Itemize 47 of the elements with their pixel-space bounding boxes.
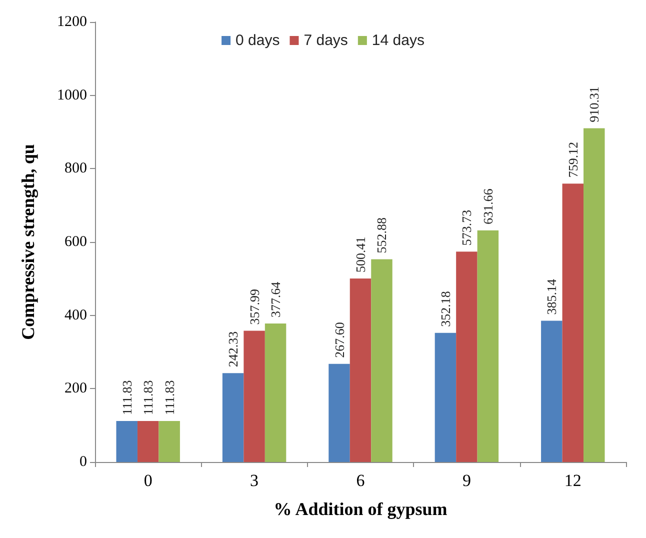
y-tick-label: 0: [80, 454, 87, 470]
x-tick-label: 3: [250, 471, 259, 490]
data-label: 385.14: [544, 278, 560, 315]
y-tick-label: 1000: [57, 87, 87, 104]
data-label: 552.88: [374, 218, 390, 254]
bar: [584, 128, 605, 462]
data-label: 352.18: [438, 291, 453, 327]
bar: [116, 420, 138, 462]
data-label: 111.83: [162, 380, 177, 415]
legend-label: 7 days: [304, 32, 348, 49]
bar: [541, 320, 562, 462]
bar: [477, 230, 499, 462]
x-tick-label: 9: [462, 471, 471, 490]
y-tick-label: 600: [64, 234, 87, 250]
x-tick-label: 6: [356, 471, 365, 490]
bar: [244, 330, 265, 462]
bar: [328, 364, 350, 462]
x-axis-title: % Addition of gypsum: [274, 499, 448, 519]
bar: [456, 252, 478, 462]
y-tick-label: 200: [64, 380, 87, 397]
data-label: 500.41: [353, 236, 368, 273]
bar: [222, 373, 244, 462]
legend-label: 0 days: [236, 32, 280, 49]
bar: [264, 324, 286, 462]
y-axis-title: Compressive strength, qu: [18, 144, 38, 340]
bar: [137, 420, 159, 462]
x-tick-label: 12: [564, 471, 582, 490]
legend-label: 14 days: [372, 32, 424, 49]
y-tick-label: 1200: [57, 14, 87, 30]
data-label: 631.66: [480, 188, 496, 224]
bar: [350, 278, 372, 462]
data-label: 377.64: [268, 281, 284, 318]
data-label: 242.33: [226, 331, 241, 368]
bar: [562, 184, 584, 462]
data-label: 111.83: [119, 380, 134, 415]
data-label: 357.99: [246, 288, 262, 325]
bar: [158, 420, 180, 462]
y-tick-label: 800: [64, 160, 87, 177]
data-label: 111.83: [140, 380, 156, 415]
data-label: 759.12: [565, 142, 580, 178]
data-label: 910.31: [586, 86, 602, 122]
y-tick-label: 400: [64, 307, 87, 324]
x-tick-label: 0: [144, 471, 152, 490]
data-label: 573.73: [459, 210, 474, 246]
bar: [371, 259, 392, 462]
data-label: 267.60: [332, 322, 347, 358]
bar: [434, 332, 456, 462]
